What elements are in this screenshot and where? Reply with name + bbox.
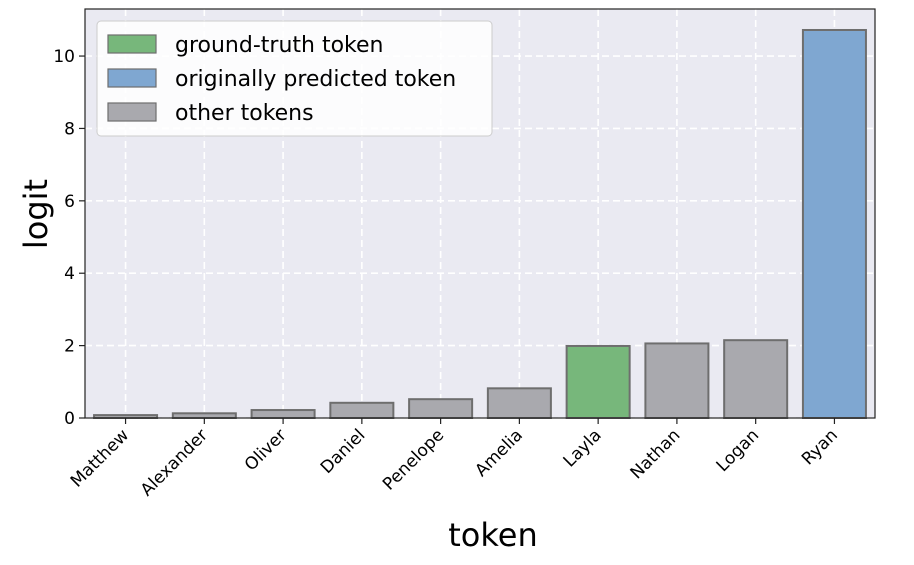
- y-tick-label: 2: [64, 337, 75, 357]
- bar-oliver: [250, 409, 316, 420]
- x-tick-label: Layla: [560, 425, 606, 471]
- x-tick-label: Nathan: [627, 425, 685, 483]
- y-tick-label: 0: [64, 409, 75, 429]
- bar-nathan: [644, 342, 710, 419]
- x-axis-title: token: [448, 516, 537, 554]
- legend-swatch-predicted: [107, 68, 157, 88]
- legend-box: [96, 20, 493, 137]
- y-tick-label: 8: [64, 119, 75, 139]
- bars: [93, 28, 867, 420]
- legend-label-predicted: originally predicted token: [175, 67, 456, 92]
- x-tick-label: Logan: [713, 425, 764, 476]
- legend-label-ground-truth: ground-truth token: [175, 33, 383, 58]
- bar-alexander: [171, 412, 237, 419]
- x-tick-label: Ryan: [798, 425, 842, 469]
- x-tick-label: Alexander: [137, 425, 212, 500]
- x-tick-label: Daniel: [317, 425, 369, 477]
- legend: ground-truth token originally predicted …: [96, 20, 493, 137]
- legend-swatch-other: [107, 102, 157, 122]
- bar-penelope: [408, 398, 474, 420]
- plot-frame: [84, 8, 876, 419]
- y-tick-label: 10: [53, 47, 75, 67]
- legend-swatch-ground-truth: [107, 34, 157, 54]
- bar-logan: [723, 339, 789, 420]
- x-tick-label: Penelope: [379, 425, 448, 494]
- x-tick-label: Matthew: [67, 425, 133, 491]
- legend-label-other: other tokens: [175, 101, 314, 126]
- bar-amelia: [486, 387, 552, 419]
- x-axis-ticks: Matthew Alexander Oliver Daniel Penelope Amel…: [67, 418, 842, 500]
- y-axis-ticks: 0 2 4 6 8 10: [53, 47, 85, 429]
- x-tick-label: Amelia: [471, 425, 527, 481]
- y-tick-label: 4: [64, 264, 75, 284]
- bar-layla: [565, 344, 631, 419]
- y-tick-label: 6: [64, 192, 75, 212]
- bar-ryan: [801, 28, 867, 419]
- y-axis-title: logit: [17, 179, 55, 249]
- bar-daniel: [329, 401, 395, 419]
- x-tick-label: Oliver: [241, 425, 291, 475]
